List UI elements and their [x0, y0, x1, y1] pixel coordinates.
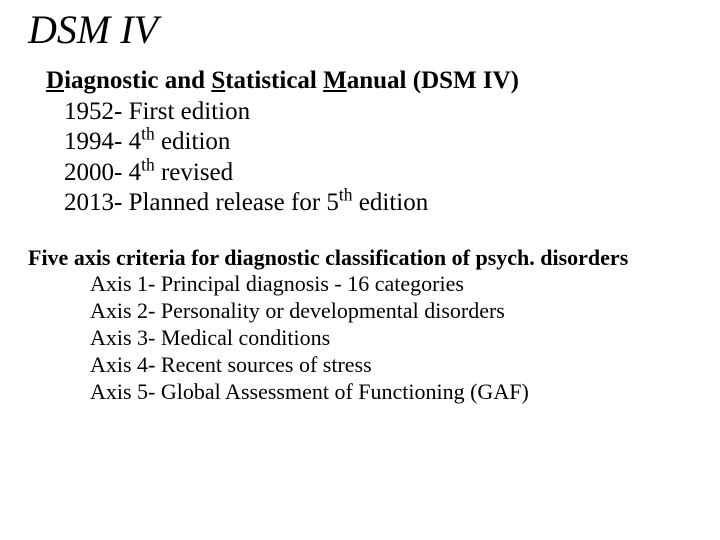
desc: revised: [155, 159, 233, 186]
year: 1994: [64, 128, 114, 155]
letter-s: S: [211, 67, 225, 94]
history-line-2: 1994- 4th edition: [64, 127, 692, 158]
axis-label: Axis 3-: [90, 325, 161, 350]
desc: First edition: [129, 98, 251, 125]
history-line-3: 2000- 4th revised: [64, 158, 692, 189]
year: 2013: [64, 189, 114, 216]
axis-line-1: Axis 1- Principal diagnosis - 16 categor…: [90, 271, 692, 298]
slide-title: DSM IV: [28, 8, 692, 52]
dsm-expansion: Diagnostic and Statistical Manual (DSM I…: [46, 66, 692, 97]
ordinal-sup: th: [141, 154, 155, 174]
axis-line-4: Axis 4- Recent sources of stress: [90, 352, 692, 379]
axis-line-2: Axis 2- Personality or developmental dis…: [90, 298, 692, 325]
axis-label: Axis 4-: [90, 352, 161, 377]
axis-label: Axis 5-: [90, 379, 161, 404]
axis-label: Axis 1-: [90, 271, 161, 296]
desc-part2: edition: [353, 189, 429, 216]
sep: - 4: [114, 128, 141, 155]
sep: - 4: [114, 159, 141, 186]
spacer: [28, 219, 692, 245]
letter-d: D: [46, 67, 64, 94]
text-manual: anual (DSM IV): [347, 67, 519, 94]
axis-label: Axis 2-: [90, 298, 161, 323]
sep: -: [114, 189, 129, 216]
text-diagnostic: iagnostic and: [64, 67, 211, 94]
sep: -: [114, 98, 129, 125]
axis-line-5: Axis 5- Global Assessment of Functioning…: [90, 379, 692, 406]
desc-part1: Planned release for 5: [129, 189, 339, 216]
axis-desc: Medical conditions: [161, 325, 330, 350]
year: 1952: [64, 98, 114, 125]
axes-heading: Five axis criteria for diagnostic classi…: [28, 245, 692, 272]
history-line-4: 2013- Planned release for 5th edition: [64, 188, 692, 219]
slide: DSM IV Diagnostic and Statistical Manual…: [0, 0, 720, 540]
year: 2000: [64, 159, 114, 186]
history-line-1: 1952- First edition: [64, 97, 692, 128]
text-statistical: tatistical: [225, 67, 323, 94]
section-axes: Five axis criteria for diagnostic classi…: [28, 245, 692, 406]
letter-m: M: [323, 67, 347, 94]
axis-desc: Principal diagnosis - 16 categories: [161, 271, 464, 296]
section-history: Diagnostic and Statistical Manual (DSM I…: [46, 66, 692, 219]
axis-desc: Global Assessment of Functioning (GAF): [161, 379, 529, 404]
desc: edition: [155, 128, 231, 155]
ordinal-sup: th: [339, 185, 353, 205]
axis-desc: Personality or developmental disorders: [161, 298, 505, 323]
ordinal-sup: th: [141, 124, 155, 144]
axis-desc: Recent sources of stress: [161, 352, 372, 377]
axis-line-3: Axis 3- Medical conditions: [90, 325, 692, 352]
